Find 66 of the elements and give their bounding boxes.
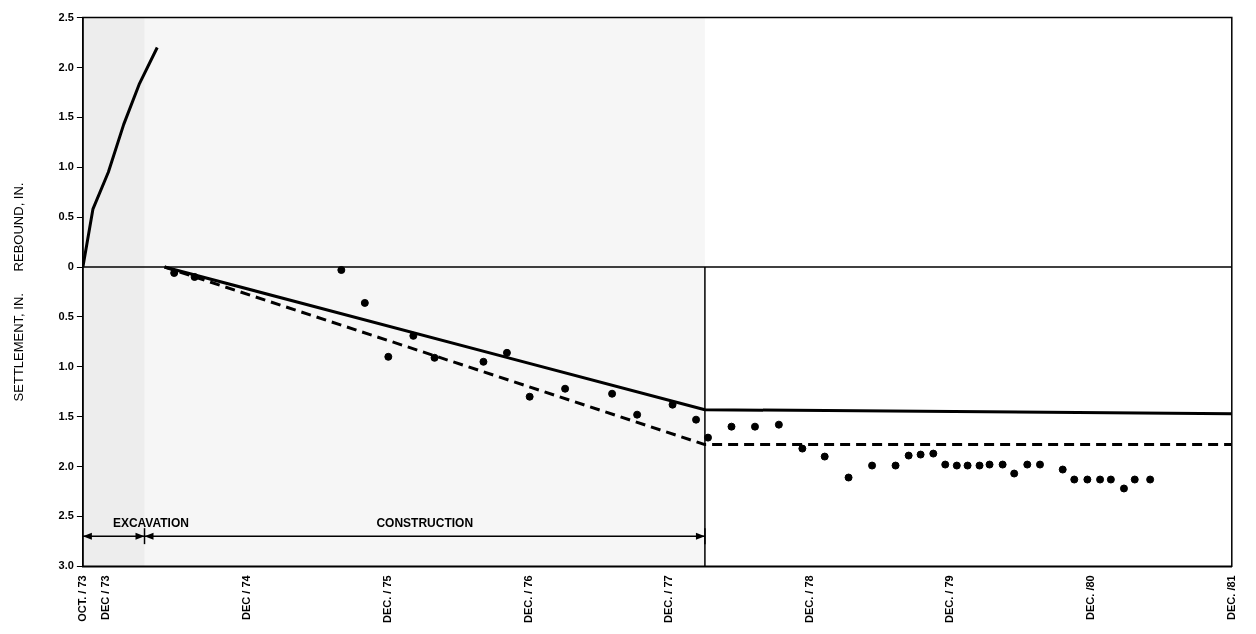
point xyxy=(502,348,511,357)
point xyxy=(904,451,913,460)
point xyxy=(1130,475,1139,484)
point xyxy=(1146,475,1155,484)
point xyxy=(190,272,199,281)
y-tick-label: 2.0 xyxy=(58,459,74,472)
point xyxy=(941,460,950,469)
point xyxy=(774,420,783,429)
point xyxy=(1023,460,1032,469)
point xyxy=(952,461,961,470)
y-axis-title: SETTLEMENT, IN. REBOUND, IN. xyxy=(11,182,27,402)
y-tick-label: 0.5 xyxy=(58,309,74,322)
x-tick-label: DEC / 73 xyxy=(99,575,112,620)
point xyxy=(360,298,369,307)
point xyxy=(916,450,925,459)
x-tick-label: OCT. / 73 xyxy=(75,575,88,622)
point xyxy=(384,352,393,361)
point xyxy=(929,449,938,458)
point xyxy=(561,384,570,393)
x-tick-label: DEC. / 79 xyxy=(943,575,956,623)
band-label: CONSTRUCTION xyxy=(376,516,474,531)
point xyxy=(1083,475,1092,484)
point xyxy=(798,444,807,453)
y-tick-label: 2.5 xyxy=(58,10,74,23)
point xyxy=(479,357,488,366)
point xyxy=(1096,475,1105,484)
x-tick-label: DEC. / 76 xyxy=(521,575,534,623)
x-tick-label: DEC. /80 xyxy=(1084,575,1097,620)
point xyxy=(1035,460,1044,469)
x-tick-label: DEC. /81 xyxy=(1224,575,1237,620)
point xyxy=(633,410,642,419)
y-tick-label: 2.0 xyxy=(58,60,74,73)
x-tick-label: DEC. / 75 xyxy=(380,575,393,623)
point xyxy=(430,353,439,362)
y-tick-label: 0.5 xyxy=(58,210,74,223)
band-label: EXCAVATION xyxy=(112,516,189,531)
point xyxy=(608,389,617,398)
point xyxy=(750,422,759,431)
x-tick-label: DEC. / 78 xyxy=(802,575,815,623)
point xyxy=(1010,469,1019,478)
point xyxy=(525,392,534,401)
y-tick-label: 1.0 xyxy=(58,359,74,372)
point xyxy=(409,331,418,340)
x-tick-label: DEC. / 77 xyxy=(662,575,675,623)
point xyxy=(727,422,736,431)
point xyxy=(975,461,984,470)
x-tick-label: DEC / 74 xyxy=(240,574,252,620)
point xyxy=(963,461,972,470)
y-tick-label: 1.5 xyxy=(58,110,74,123)
point xyxy=(1058,465,1067,474)
point xyxy=(1070,475,1079,484)
point xyxy=(985,460,994,469)
y-tick-label: 0 xyxy=(67,260,74,273)
point xyxy=(844,473,853,482)
point xyxy=(998,460,1007,469)
point xyxy=(170,269,179,277)
point xyxy=(891,461,900,470)
y-tick-label: 1.0 xyxy=(58,160,74,173)
point xyxy=(1119,484,1128,493)
point xyxy=(692,415,701,424)
point xyxy=(820,452,829,461)
y-tick-label: 2.5 xyxy=(58,509,74,522)
y-tick-label: 3.0 xyxy=(58,559,74,572)
y-tick-label: 1.5 xyxy=(58,409,74,422)
point xyxy=(1106,475,1115,484)
point xyxy=(868,461,877,470)
